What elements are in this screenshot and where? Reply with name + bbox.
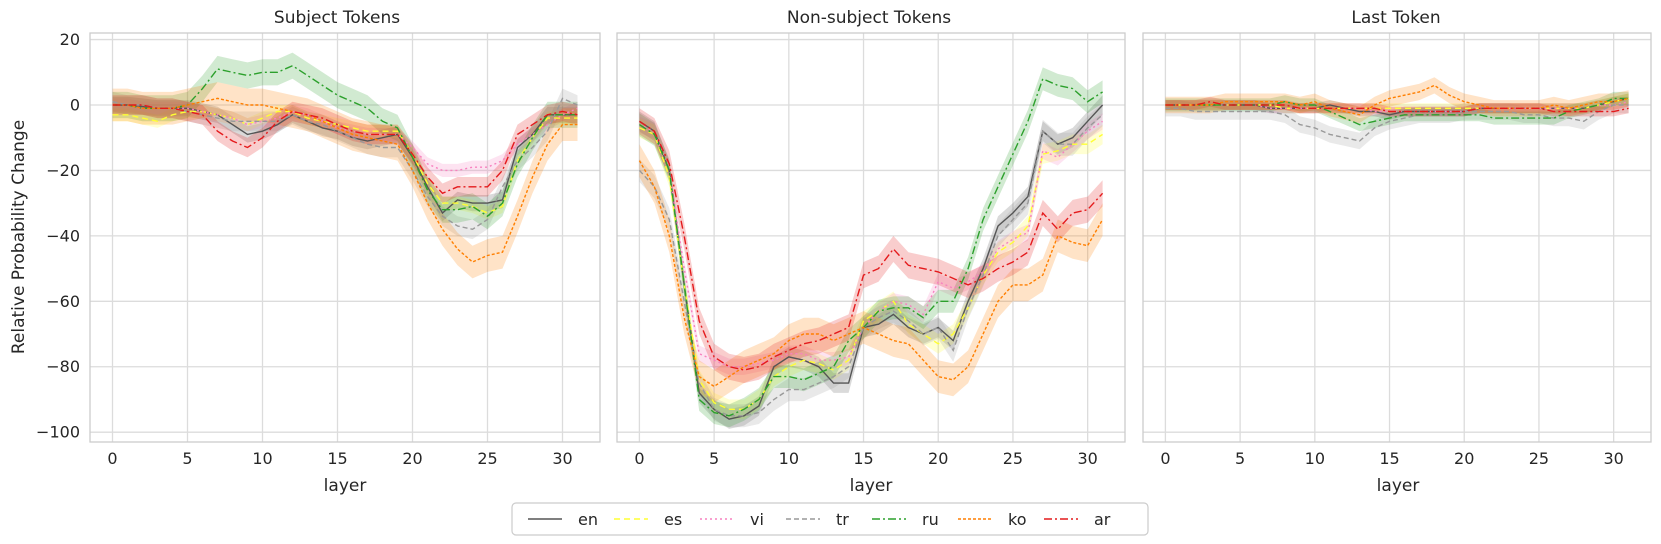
series-line-en [112,104,578,215]
plot-frame [1142,32,1652,443]
y-tick-label: −80 [46,357,80,376]
x-tick-label: 5 [709,449,719,468]
band-tr [112,88,578,240]
panel-non-subject-tokens: Non-subject Tokens layer 0 5 10 15 20 25 30 [616,8,1126,496]
band-ru [112,52,578,230]
band-en [112,96,578,222]
x-tick-label: 5 [1235,449,1245,468]
series-line-ar [112,104,578,195]
x-tick-label: 30 [1603,449,1623,468]
series-line-ko [638,160,1104,388]
series-line-es [639,127,1103,410]
legend-label-tr: tr [836,510,849,529]
panel-last-token: Last Token layer 0 5 10 15 20 25 30 [1142,8,1652,496]
series-line-ru [639,77,1103,417]
series-line-vi [112,104,578,172]
plot-frame [89,32,601,443]
x-axis-label: layer [1377,476,1420,496]
band-vi [1165,96,1629,117]
series-line-tr [1165,104,1629,142]
x-tick-label: 5 [182,449,192,468]
x-tick-label: 20 [928,449,948,468]
band-ko [112,82,578,279]
series-line-en [1165,97,1629,116]
x-tick-label: 15 [327,449,347,468]
legend-label-ar: ar [1094,510,1111,529]
panel-title: Non-subject Tokens [787,8,951,28]
legend: en es vi tr ru ko ar [511,502,1149,536]
series-line-es [1165,97,1629,110]
legend-label-es: es [664,510,682,529]
band-ar [112,95,578,204]
x-tick-label: 10 [1305,449,1325,468]
legend-label-en: en [578,510,598,529]
x-tick-label: 15 [1379,449,1399,468]
series-line-ko [1165,84,1629,116]
x-tick-label: 10 [252,449,272,468]
plot-frame [616,32,1126,443]
series-line-ru [112,64,578,218]
x-tick-label: 30 [1077,449,1097,468]
y-tick-label: −40 [46,226,80,245]
legend-label-ru: ru [922,510,939,529]
band-vi [112,98,578,177]
x-axis-label: layer [324,476,367,496]
y-tick-label: −100 [36,423,80,442]
x-tick-label: 30 [552,449,572,468]
band-ko [1165,77,1629,123]
x-tick-label: 20 [1454,449,1474,468]
series-line-ar [1165,100,1629,113]
x-tick-label: 0 [1160,449,1170,468]
x-tick-label: 25 [1003,449,1023,468]
legend-label-ko: ko [1008,510,1026,529]
x-tick-label: 25 [1529,449,1549,468]
band-tr [639,103,1103,428]
x-tick-label: 0 [107,449,117,468]
y-tick-label: −60 [46,292,80,311]
x-axis-label: layer [850,476,893,496]
y-tick-label: 20 [60,30,80,49]
band-ko [639,144,1103,403]
panel-subject-tokens: Subject Tokens layer 0 5 10 15 20 25 30 20 0 −20 −… [36,8,601,496]
x-tick-label: 10 [779,449,799,468]
series-line-tr [638,114,1104,417]
band-tr [1165,96,1629,150]
series-line-tr [112,97,578,231]
legend-frame [511,502,1149,536]
legend-label-vi: vi [750,510,764,529]
x-tick-label: 0 [634,449,644,468]
series-line-es [112,110,578,214]
band-en [1165,93,1629,120]
y-tick-label: 0 [70,95,80,114]
x-tick-label: 25 [477,449,497,468]
y-axis-label: Relative Probability Change [9,120,29,354]
x-tick-label: 20 [402,449,422,468]
band-es [639,118,1103,420]
y-tick-label: −20 [46,161,80,180]
series-line-ar [639,120,1104,371]
panel-title: Last Token [1351,8,1440,28]
series-line-vi [639,120,1103,368]
panel-title: Subject Tokens [274,8,400,28]
x-tick-label: 15 [853,449,873,468]
